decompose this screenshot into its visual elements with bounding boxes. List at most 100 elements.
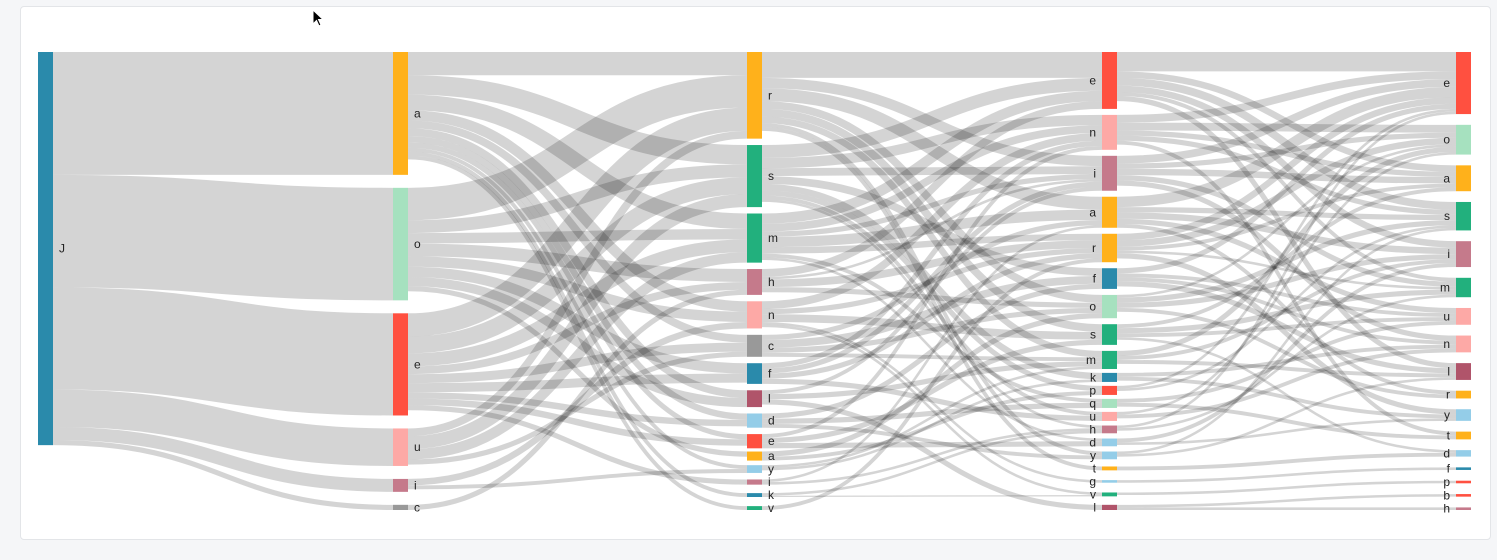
sankey-link-s3-i4[interactable] xyxy=(761,166,1103,177)
sankey-link-r4-e5[interactable] xyxy=(1116,97,1457,241)
sankey-node-t4[interactable] xyxy=(1102,466,1117,471)
sankey-link-u2-m3[interactable] xyxy=(407,252,748,460)
sankey-link-l3-m4[interactable] xyxy=(761,361,1103,400)
sankey-link-m4-o5[interactable] xyxy=(1116,146,1457,357)
sankey-link-a3-p4[interactable] xyxy=(761,391,1103,461)
sankey-link-m4-l5[interactable] xyxy=(1116,359,1457,378)
sankey-link-m3-a4[interactable] xyxy=(761,209,1103,248)
sankey-link-t4-d5[interactable] xyxy=(1116,452,1457,471)
sankey-link-s4-u5[interactable] xyxy=(1116,317,1457,338)
sankey-node-J1[interactable] xyxy=(38,52,53,446)
sankey-node-o4[interactable] xyxy=(1102,294,1117,319)
sankey-link-o4-r5[interactable] xyxy=(1116,307,1457,399)
sankey-link-c3-a4[interactable] xyxy=(761,220,1103,340)
sankey-link-f4-e5[interactable] xyxy=(1116,103,1457,274)
sankey-link-f4-n5[interactable] xyxy=(1116,277,1457,345)
sankey-link-o2-s3[interactable] xyxy=(407,164,748,234)
sankey-link-u4-o5[interactable] xyxy=(1116,151,1457,415)
sankey-node-m3[interactable] xyxy=(747,213,762,263)
sankey-node-b5[interactable] xyxy=(1456,494,1471,497)
sankey-link-n3-s4[interactable] xyxy=(761,314,1103,340)
sankey-link-r3-a4[interactable] xyxy=(761,88,1103,210)
sankey-link-e2-f3[interactable] xyxy=(407,373,748,393)
sankey-link-d4-y5[interactable] xyxy=(1116,418,1457,446)
sankey-link-p4-s5[interactable] xyxy=(1116,225,1457,392)
sankey-link-e4-i5[interactable] xyxy=(1116,85,1457,248)
sankey-link-i2-y3[interactable] xyxy=(407,469,748,490)
sankey-node-d3[interactable] xyxy=(747,413,762,428)
sankey-link-J1-e2[interactable] xyxy=(52,287,394,416)
sankey-node-n3[interactable] xyxy=(747,301,762,329)
sankey-node-a4[interactable] xyxy=(1102,196,1117,228)
sankey-link-y3-k4[interactable] xyxy=(761,379,1103,471)
sankey-node-f4[interactable] xyxy=(1102,268,1117,289)
sankey-node-k3[interactable] xyxy=(747,493,762,497)
sankey-link-d3-y4[interactable] xyxy=(761,423,1103,460)
sankey-link-q4-t5[interactable] xyxy=(1116,402,1457,440)
sankey-node-g4[interactable] xyxy=(1102,480,1117,483)
sankey-link-o2-n3[interactable] xyxy=(407,256,748,322)
sankey-link-i4-a5[interactable] xyxy=(1116,168,1457,184)
sankey-node-p4[interactable] xyxy=(1102,385,1117,395)
sankey-link-e4-l5[interactable] xyxy=(1116,95,1457,369)
sankey-link-e3-d4[interactable] xyxy=(761,441,1103,449)
sankey-node-a2[interactable] xyxy=(393,52,408,175)
sankey-node-s4[interactable] xyxy=(1102,324,1117,345)
sankey-node-h3[interactable] xyxy=(747,269,762,295)
sankey-link-m3-i4[interactable] xyxy=(761,173,1103,237)
sankey-link-y3-m4[interactable] xyxy=(761,366,1103,468)
sankey-link-a3-o4[interactable] xyxy=(761,313,1103,457)
sankey-link-m3-d4[interactable] xyxy=(761,257,1103,442)
sankey-link-a4-e5[interactable] xyxy=(1116,86,1457,208)
sankey-link-a4-u5[interactable] xyxy=(1116,218,1457,314)
sankey-link-m3-r4[interactable] xyxy=(761,233,1103,254)
sankey-node-i2[interactable] xyxy=(393,478,408,492)
sankey-node-r5[interactable] xyxy=(1456,390,1471,399)
sankey-link-p4-e5[interactable] xyxy=(1116,108,1457,389)
sankey-link-n3-n4[interactable] xyxy=(761,133,1103,310)
sankey-node-y4[interactable] xyxy=(1102,451,1117,460)
sankey-node-r4[interactable] xyxy=(1102,233,1117,263)
sankey-link-a2-d3[interactable] xyxy=(407,136,748,420)
sankey-link-q4-u5[interactable] xyxy=(1116,320,1457,403)
sankey-node-m5[interactable] xyxy=(1456,277,1471,298)
sankey-link-o2-l3[interactable] xyxy=(407,277,748,408)
sankey-link-m3-q4[interactable] xyxy=(761,253,1103,403)
sankey-node-i3[interactable] xyxy=(747,479,762,485)
sankey-link-c2-h3[interactable] xyxy=(407,289,748,511)
sankey-link-e4-m5[interactable] xyxy=(1116,92,1457,282)
sankey-node-q4[interactable] xyxy=(1102,398,1117,408)
sankey-link-r3-y4[interactable] xyxy=(761,123,1103,456)
sankey-node-f5[interactable] xyxy=(1456,467,1471,470)
sankey-link-J1-i2[interactable] xyxy=(52,427,394,492)
sankey-link-s3-p4[interactable] xyxy=(761,190,1103,392)
sankey-link-r4-o5[interactable] xyxy=(1116,137,1457,247)
sankey-node-t5[interactable] xyxy=(1456,431,1471,440)
sankey-link-e4-a5[interactable] xyxy=(1116,71,1457,172)
sankey-link-d3-q4[interactable] xyxy=(761,402,1103,424)
sankey-link-r3-i4[interactable] xyxy=(761,77,1103,167)
sankey-node-n4[interactable] xyxy=(1102,114,1117,150)
sankey-link-r3-o4[interactable] xyxy=(761,101,1103,303)
sankey-node-a3[interactable] xyxy=(747,451,762,461)
sankey-link-f3-n4[interactable] xyxy=(761,140,1103,369)
sankey-link-f3-i4[interactable] xyxy=(761,181,1103,374)
sankey-link-e2-s3[interactable] xyxy=(407,177,748,354)
sankey-link-f3-r4[interactable] xyxy=(761,253,1103,379)
sankey-link-a2-l3[interactable] xyxy=(407,128,748,399)
sankey-link-r3-s4[interactable] xyxy=(761,108,1103,332)
sankey-node-p5[interactable] xyxy=(1456,480,1471,484)
sankey-link-a2-e3[interactable] xyxy=(407,142,748,440)
sankey-link-e3-n4[interactable] xyxy=(761,145,1103,438)
sankey-link-i4-e5[interactable] xyxy=(1116,79,1457,164)
sankey-link-n3-r4[interactable] xyxy=(761,247,1103,315)
sankey-link-k4-n5[interactable] xyxy=(1116,344,1457,377)
sankey-link-o2-h3[interactable] xyxy=(407,243,748,282)
sankey-node-i4[interactable] xyxy=(1102,155,1117,191)
sankey-link-e2-i3[interactable] xyxy=(407,405,748,485)
sankey-link-m3-n4[interactable] xyxy=(761,125,1103,232)
sankey-node-e2[interactable] xyxy=(393,313,408,416)
sankey-link-f3-u4[interactable] xyxy=(761,378,1103,421)
sankey-link-e2-r3[interactable] xyxy=(407,107,748,337)
sankey-link-l4-b5[interactable] xyxy=(1116,494,1457,508)
